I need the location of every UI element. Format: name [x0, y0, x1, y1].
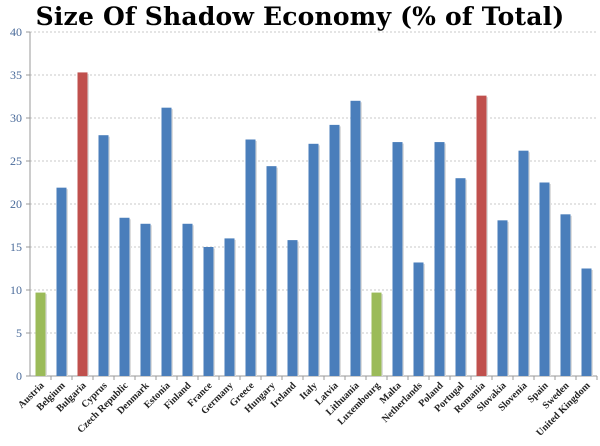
- bar-romania: [476, 95, 487, 376]
- y-tick-label: 40: [10, 25, 22, 39]
- y-tick-label: 0: [16, 369, 22, 383]
- bar-bulgaria: [77, 72, 88, 377]
- y-tick-label: 35: [10, 68, 22, 82]
- y-tick-label: 15: [10, 240, 22, 254]
- bar-united-kingdom: [581, 268, 592, 376]
- bar-portugal: [455, 178, 466, 376]
- bar-austria: [35, 292, 46, 376]
- bar-france: [203, 247, 214, 376]
- bar-italy: [308, 143, 319, 376]
- bar-spain: [539, 182, 550, 376]
- bar-estonia: [161, 107, 172, 377]
- y-tick-label: 20: [10, 197, 22, 211]
- bar-czech-republic: [119, 217, 130, 376]
- y-tick-label: 10: [10, 283, 22, 297]
- bar-hungary: [266, 166, 277, 376]
- bar-cyprus: [98, 135, 109, 376]
- bar-germany: [224, 238, 235, 376]
- bar-belgium: [56, 187, 67, 376]
- bar-slovenia: [518, 150, 529, 376]
- chart-title: Size Of Shadow Economy (% of Total): [35, 2, 565, 31]
- bar-ireland: [287, 240, 298, 376]
- bar-latvia: [329, 124, 340, 376]
- bar-lithuania: [350, 100, 361, 377]
- bar-poland: [434, 142, 445, 376]
- bar-sweden: [560, 214, 571, 376]
- bar-luxembourg: [371, 292, 382, 376]
- y-tick-label: 30: [10, 111, 22, 125]
- y-tick-label: 5: [16, 326, 22, 340]
- bar-greece: [245, 139, 256, 376]
- bar-malta: [392, 142, 403, 376]
- bar-finland: [182, 223, 193, 376]
- bar-netherlands: [413, 262, 424, 376]
- bar-denmark: [140, 223, 151, 376]
- y-tick-label: 25: [10, 154, 22, 168]
- bar-slovakia: [497, 220, 508, 376]
